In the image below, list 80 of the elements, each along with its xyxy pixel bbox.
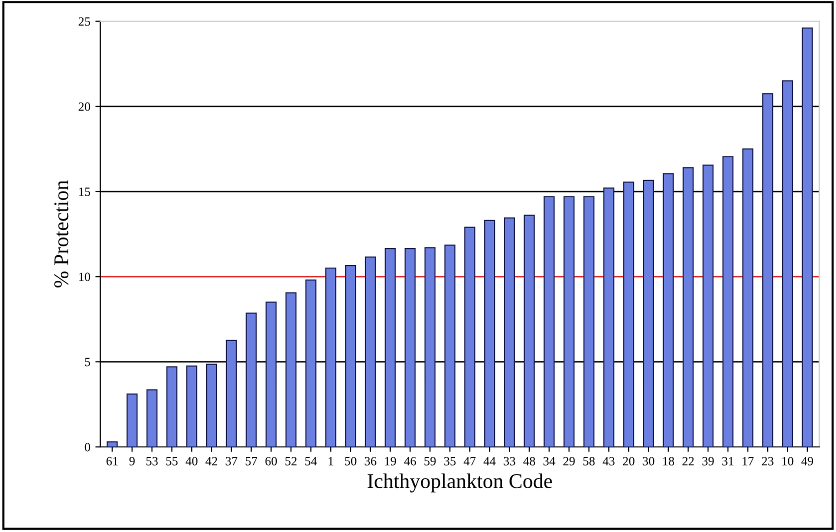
bar bbox=[722, 156, 734, 447]
bar bbox=[484, 220, 496, 447]
x-tick-label: 22 bbox=[682, 457, 694, 466]
x-tick-label: 39 bbox=[702, 457, 714, 466]
x-tick-label: 9 bbox=[129, 457, 135, 466]
x-tick-label: 48 bbox=[523, 456, 536, 466]
bar bbox=[583, 196, 594, 447]
x-tick-label: 30 bbox=[642, 456, 654, 466]
y-tick-label: 5 bbox=[85, 358, 90, 366]
x-tick-label: 20 bbox=[622, 456, 634, 466]
bar bbox=[345, 265, 356, 447]
bar bbox=[702, 164, 714, 447]
y-tick-label: 15 bbox=[79, 188, 90, 196]
bar bbox=[662, 173, 674, 447]
x-tick-label: 43 bbox=[602, 457, 615, 466]
x-tick-label: 58 bbox=[583, 456, 595, 466]
bar bbox=[762, 93, 774, 447]
bar bbox=[106, 441, 118, 447]
y-tick-label: 10 bbox=[79, 272, 90, 282]
x-tick-label: 31 bbox=[722, 457, 734, 466]
bar bbox=[742, 148, 754, 447]
bar bbox=[682, 167, 694, 447]
x-tick-label: 61 bbox=[106, 457, 118, 466]
bar bbox=[305, 279, 316, 447]
x-tick-label: 46 bbox=[404, 457, 416, 466]
x-tick-label: 40 bbox=[186, 456, 198, 466]
bar bbox=[802, 28, 813, 447]
x-tick-label: 44 bbox=[484, 457, 496, 466]
x-tick-label: 53 bbox=[146, 457, 158, 466]
bar bbox=[126, 394, 138, 447]
bar bbox=[424, 247, 436, 447]
x-tick-label: 47 bbox=[464, 457, 476, 466]
bar bbox=[384, 248, 396, 447]
bar bbox=[266, 302, 277, 447]
bar bbox=[444, 244, 456, 447]
x-tick-label: 42 bbox=[206, 457, 218, 466]
x-tick-label: 37 bbox=[226, 457, 238, 466]
x-tick-label: 33 bbox=[504, 457, 516, 466]
x-tick-label: 50 bbox=[345, 456, 356, 466]
x-axis-title: Ichthyoplankton Code bbox=[368, 473, 552, 492]
bar bbox=[246, 312, 257, 447]
x-tick-label: 35 bbox=[444, 457, 456, 466]
bar bbox=[186, 365, 198, 447]
x-tick-label: 52 bbox=[285, 457, 297, 466]
x-tick-label: 36 bbox=[364, 457, 376, 466]
x-tick-label: 1 bbox=[328, 457, 334, 466]
bar bbox=[464, 226, 476, 447]
bar bbox=[623, 182, 634, 447]
y-tick-label: 25 bbox=[78, 17, 90, 26]
x-tick-label: 59 bbox=[424, 457, 436, 466]
x-tick-label: 10 bbox=[782, 456, 794, 466]
bar bbox=[325, 268, 336, 447]
bar bbox=[364, 256, 376, 447]
bar bbox=[504, 217, 515, 447]
x-tick-label: 54 bbox=[305, 457, 317, 466]
bar bbox=[782, 80, 794, 447]
x-tick-label: 23 bbox=[762, 457, 774, 466]
bar bbox=[524, 214, 535, 447]
bar bbox=[226, 340, 237, 447]
bar bbox=[564, 196, 575, 447]
x-tick-label: 60 bbox=[265, 456, 277, 466]
y-axis-title: % Protection bbox=[54, 180, 68, 288]
x-tick-label: 55 bbox=[166, 457, 178, 466]
bar bbox=[146, 389, 158, 447]
bar bbox=[544, 196, 555, 447]
bar bbox=[603, 188, 614, 447]
x-tick-label: 18 bbox=[663, 456, 674, 466]
x-tick-label: 29 bbox=[563, 457, 575, 466]
x-tick-label: 57 bbox=[246, 457, 258, 466]
y-tick-label: 20 bbox=[78, 102, 90, 111]
x-tick-label: 49 bbox=[801, 457, 814, 466]
x-tick-label: 19 bbox=[385, 457, 396, 466]
bar bbox=[206, 364, 218, 447]
bar bbox=[404, 248, 416, 447]
bar bbox=[642, 180, 654, 447]
x-tick-label: 17 bbox=[742, 457, 754, 466]
x-tick-label: 34 bbox=[544, 457, 556, 466]
y-tick-label: 0 bbox=[84, 442, 90, 452]
bar bbox=[285, 292, 297, 447]
bar bbox=[166, 366, 178, 447]
